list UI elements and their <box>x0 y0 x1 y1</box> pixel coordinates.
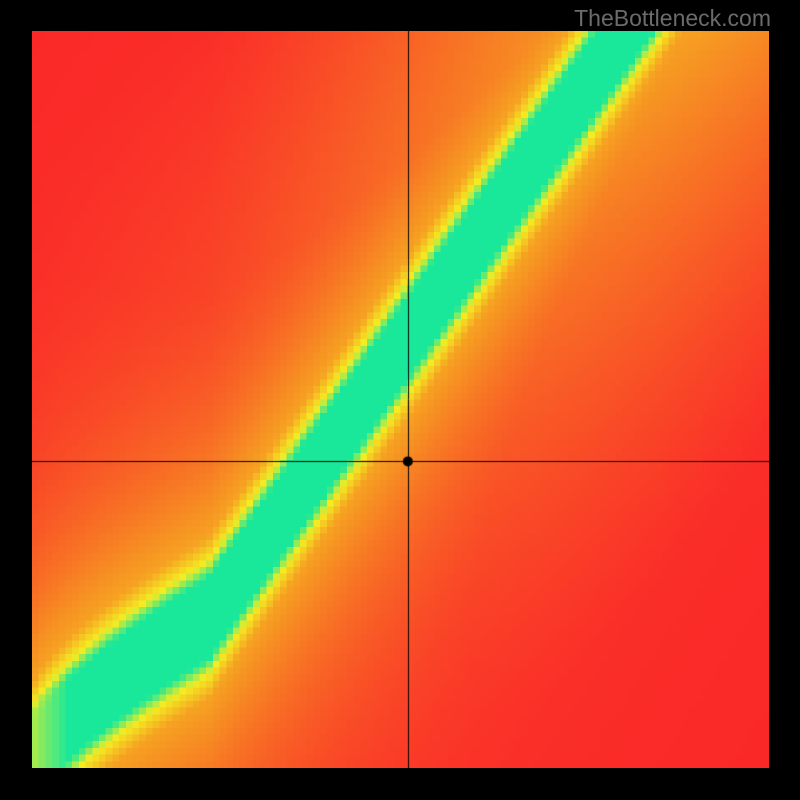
chart-stage: { "type": "heatmap", "background_color":… <box>0 0 800 800</box>
bottleneck-heatmap <box>32 31 769 768</box>
watermark-label: TheBottleneck.com <box>574 5 771 32</box>
heatmap-plot-area <box>32 31 769 768</box>
